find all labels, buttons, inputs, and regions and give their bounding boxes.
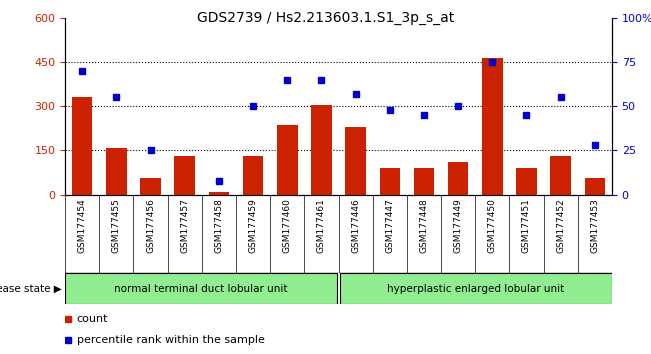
Text: hyperplastic enlarged lobular unit: hyperplastic enlarged lobular unit [387, 284, 564, 293]
Text: GSM177457: GSM177457 [180, 199, 189, 253]
Text: disease state ▶: disease state ▶ [0, 284, 62, 293]
Bar [174, 156, 195, 195]
Text: GSM177454: GSM177454 [77, 199, 87, 253]
Text: GSM177452: GSM177452 [556, 199, 565, 253]
Text: GSM177447: GSM177447 [385, 199, 395, 253]
Bar [380, 168, 400, 195]
Text: GSM177461: GSM177461 [317, 199, 326, 253]
Bar [345, 127, 366, 195]
FancyBboxPatch shape [340, 273, 612, 304]
Text: normal terminal duct lobular unit: normal terminal duct lobular unit [114, 284, 288, 293]
Text: GSM177446: GSM177446 [351, 199, 360, 253]
Bar [72, 97, 92, 195]
Bar [516, 168, 536, 195]
Text: GSM177456: GSM177456 [146, 199, 155, 253]
Text: count: count [77, 314, 108, 324]
Text: GDS2739 / Hs2.213603.1.S1_3p_s_at: GDS2739 / Hs2.213603.1.S1_3p_s_at [197, 11, 454, 25]
Text: percentile rank within the sample: percentile rank within the sample [77, 335, 264, 345]
Bar [277, 125, 298, 195]
Text: GSM177451: GSM177451 [522, 199, 531, 253]
Text: GSM177458: GSM177458 [214, 199, 223, 253]
Bar [243, 156, 263, 195]
Bar [482, 57, 503, 195]
Bar [311, 105, 331, 195]
Bar [585, 178, 605, 195]
FancyBboxPatch shape [65, 273, 337, 304]
Bar [106, 148, 126, 195]
Text: GSM177453: GSM177453 [590, 199, 600, 253]
Bar [413, 168, 434, 195]
Text: GSM177450: GSM177450 [488, 199, 497, 253]
Text: GSM177448: GSM177448 [419, 199, 428, 253]
Bar [448, 162, 468, 195]
Text: GSM177455: GSM177455 [112, 199, 121, 253]
Bar [208, 192, 229, 195]
Text: GSM177449: GSM177449 [454, 199, 463, 253]
Text: GSM177459: GSM177459 [249, 199, 258, 253]
Bar [550, 156, 571, 195]
Text: GSM177460: GSM177460 [283, 199, 292, 253]
Bar [140, 178, 161, 195]
